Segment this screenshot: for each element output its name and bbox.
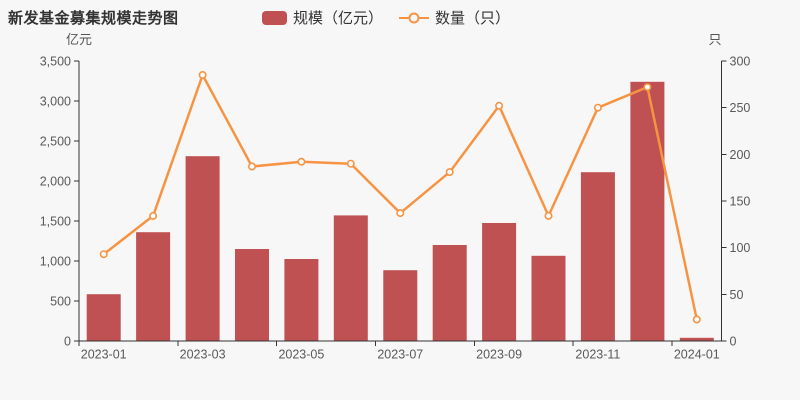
legend-item-scale[interactable]: 规模（亿元）	[262, 7, 383, 28]
left-tick-label: 3,000	[40, 95, 71, 109]
line-point-2023-06[interactable]	[346, 159, 355, 168]
legend-label-scale: 规模（亿元）	[293, 10, 384, 27]
legend: 规模（亿元） 数量（只）	[262, 7, 510, 28]
left-axis-ticks: 0 500 1,000 1,500 2,000 2,500 3,000 3,500	[40, 55, 79, 349]
right-tick-label: 300	[730, 55, 751, 69]
x-axis-label: 2023-01	[81, 348, 127, 362]
left-tick-label: 1,500	[40, 215, 71, 229]
left-tick-label: 2,500	[40, 135, 71, 149]
x-axis-label: 2023-03	[180, 348, 226, 362]
line-point-2023-09[interactable]	[495, 101, 504, 110]
right-tick-label: 50	[730, 288, 744, 302]
left-tick-label: 1,000	[40, 255, 71, 269]
bar-2023-03[interactable]	[185, 156, 220, 341]
left-axis-unit-label: 亿元	[65, 32, 93, 47]
line-series	[99, 71, 701, 324]
line-point-2023-07[interactable]	[396, 209, 405, 218]
bar-2023-06[interactable]	[333, 215, 368, 341]
bar-2023-09[interactable]	[482, 223, 517, 341]
x-axis-label: 2024-01	[674, 348, 720, 362]
line-point-2023-03[interactable]	[198, 71, 207, 80]
bar-2023-11[interactable]	[580, 172, 615, 341]
bar-2023-01[interactable]	[86, 294, 121, 341]
left-tick-label: 2,000	[40, 175, 71, 189]
x-axis-label: 2023-05	[278, 348, 324, 362]
bar-2023-08[interactable]	[432, 245, 467, 341]
bar-2023-04[interactable]	[235, 249, 269, 341]
right-axis-unit-label: 只	[708, 32, 722, 47]
line-swatch-circle	[408, 12, 420, 23]
line-point-2023-01[interactable]	[99, 250, 108, 259]
right-tick-label: 100	[730, 241, 751, 255]
left-tick-label: 500	[50, 295, 71, 309]
bar-2023-02[interactable]	[136, 232, 171, 341]
line-series-swatch-icon	[399, 11, 430, 25]
x-axis-label: 2023-11	[575, 348, 620, 362]
x-axis-label: 2023-09	[476, 348, 522, 362]
x-axis-label: 2023-07	[377, 348, 423, 362]
line-point-2023-10[interactable]	[544, 211, 553, 220]
bar-2023-07[interactable]	[383, 270, 418, 341]
right-axis-ticks: 0 50 100 150 200 250 300	[721, 55, 751, 349]
line-point-2024-01[interactable]	[692, 315, 701, 324]
legend-item-count[interactable]: 数量（只）	[399, 7, 510, 28]
line-point-2023-08[interactable]	[445, 168, 454, 177]
bar-series-swatch-icon	[262, 10, 287, 25]
legend-label-count: 数量（只）	[435, 10, 511, 27]
line-point-2023-02[interactable]	[149, 211, 158, 220]
bar-2024-01[interactable]	[679, 337, 714, 341]
line-point-2023-12[interactable]	[643, 83, 652, 92]
right-tick-label: 150	[730, 195, 751, 209]
chart-title: 新发基金募集规模走势图	[8, 10, 179, 27]
bar-2023-10[interactable]	[531, 255, 566, 341]
line-point-2023-05[interactable]	[297, 157, 306, 166]
right-tick-label: 250	[730, 101, 751, 115]
right-tick-label: 200	[730, 148, 751, 162]
line-point-2023-11[interactable]	[593, 103, 602, 112]
line-point-2023-04[interactable]	[248, 162, 257, 171]
bar-2023-12[interactable]	[630, 81, 665, 342]
left-tick-label: 3,500	[40, 55, 71, 69]
bar-2023-05[interactable]	[284, 259, 319, 341]
right-tick-label: 0	[730, 335, 737, 349]
bar-series	[86, 81, 714, 342]
left-tick-label: 0	[64, 335, 71, 349]
x-axis-ticks: 2023-01 2023-03 2023-05 2023-07 2023-09 2023-…	[78, 341, 720, 362]
